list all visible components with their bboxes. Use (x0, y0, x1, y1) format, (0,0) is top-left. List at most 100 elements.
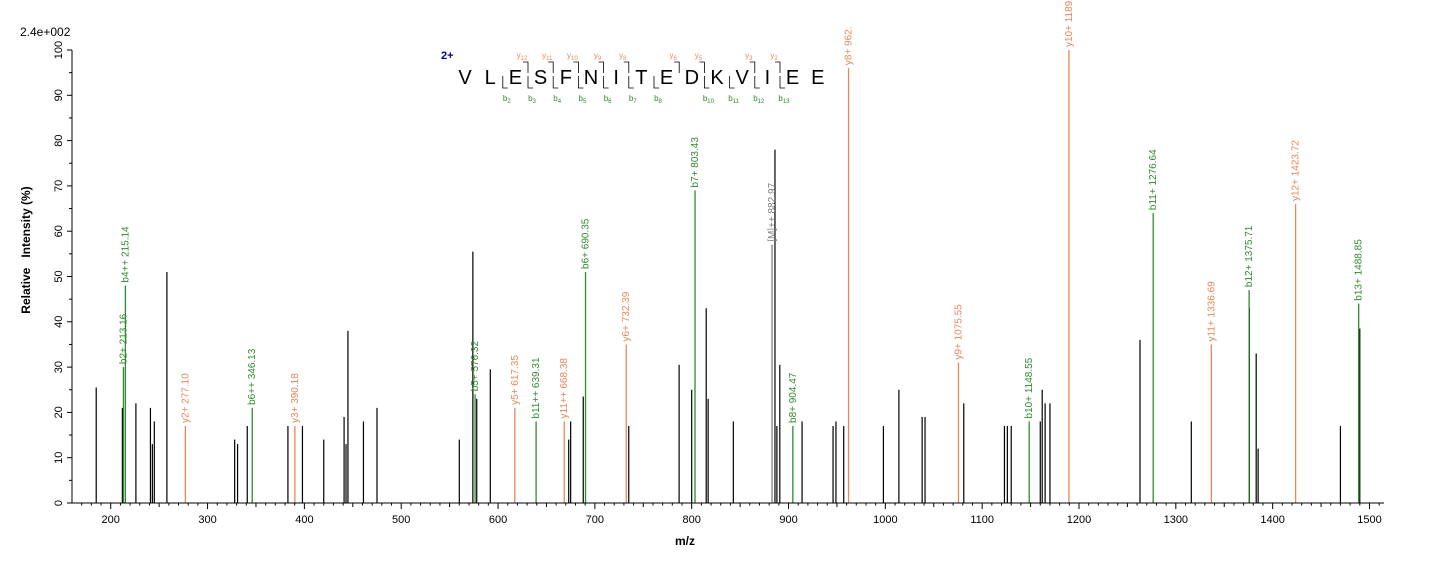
x-tick-label-10: 1200 (1067, 514, 1091, 526)
x-axis-title: m/z (675, 534, 695, 548)
peak-label-7: b11++ 639.31 (531, 357, 542, 418)
y-tick-label-0: 0 (53, 500, 65, 506)
peak-label-5: b5+ 576.32 (470, 341, 481, 392)
residue-9: D (685, 67, 699, 89)
b-ion-bracket-6 (653, 76, 659, 89)
y-ion-label-2: y10 (567, 51, 578, 62)
peak-label-17: y10+ 1189.61 (1064, 0, 1075, 47)
y-ion-label-1: y11 (542, 51, 553, 62)
residue-2: E (509, 67, 522, 89)
axes-layer: 0 10 20 30 40 50 60 70 80 90 100 200 300 400 500 600 700… (53, 41, 1384, 526)
peak-label-4: y3+ 390.18 (290, 373, 301, 423)
residue-1: L (485, 67, 496, 89)
y-ion-bracket-3 (598, 61, 604, 73)
peaks-layer (95, 50, 1361, 503)
residue-12: I (765, 67, 771, 89)
x-tick-label-7: 900 (779, 514, 797, 526)
peak-label-18: b11+ 1276.64 (1148, 149, 1159, 210)
b-ion-label-8: b11 (728, 94, 739, 105)
y-ion-bracket-1 (548, 61, 554, 73)
x-tick-label-1: 300 (198, 514, 216, 526)
charge-state: 2+ (441, 50, 454, 62)
residue-5: N (584, 67, 598, 89)
b-ion-label-7: b10 (703, 94, 715, 105)
y-tick-label-3: 30 (53, 361, 65, 373)
y-ion-bracket-0 (523, 61, 529, 73)
y-ion-bracket-8 (775, 61, 781, 73)
b-ion-label-2: b4 (553, 94, 561, 105)
y-tick-label-9: 90 (53, 89, 65, 101)
y-tick-label-1: 10 (53, 452, 65, 464)
y-ion-label-6: y5 (695, 51, 703, 62)
y-tick-label-6: 60 (53, 225, 65, 237)
x-tick-label-6: 800 (683, 514, 701, 526)
y-tick-label-5: 50 (53, 270, 65, 282)
b-ion-bracket-0 (502, 76, 508, 89)
y-ion-bracket-5 (674, 61, 680, 73)
peak-label-6: y5+ 617.35 (510, 355, 521, 405)
x-tick-label-5: 700 (586, 514, 604, 526)
x-tick-label-12: 1400 (1260, 514, 1284, 526)
peak-label-19: y11+ 1336.69 (1206, 281, 1217, 342)
b-ion-label-5: b7 (629, 94, 637, 105)
peak-labels-layer: b2+ 213.16 b4++ 215.14 y2+ 277.10 b6++ 346.… (118, 0, 1364, 423)
x-tick-label-13: 1500 (1357, 514, 1381, 526)
y-tick-label-10: 100 (53, 41, 65, 59)
b-ion-label-9: b12 (753, 94, 765, 105)
b-ion-label-0: b2 (503, 94, 511, 105)
b-ion-label-6: b8 (654, 94, 662, 105)
residue-7: T (635, 67, 647, 89)
y-tick-label-8: 80 (53, 134, 65, 146)
peak-label-1: b4++ 215.14 (120, 226, 131, 283)
residue-8: E (660, 67, 673, 89)
x-tick-label-11: 1300 (1164, 514, 1188, 526)
peak-label-14: y8+ 962. (844, 26, 855, 65)
peak-label-10: y6+ 732.39 (621, 291, 632, 341)
y-tick-label-4: 40 (53, 316, 65, 328)
residue-3: S (534, 67, 547, 89)
y-tick-label-2: 20 (53, 406, 65, 418)
y-ion-bracket-6 (699, 61, 705, 73)
peak-label-11: b7+ 803.43 (690, 137, 701, 188)
y-tick-label-7: 70 (53, 180, 65, 192)
x-tick-label-9: 1100 (970, 514, 994, 526)
x-tick-label-3: 500 (392, 514, 410, 526)
residue-13: E (786, 67, 799, 89)
residue-11: V (736, 67, 750, 89)
residue-0: V (458, 67, 472, 89)
peak-label-8: y11++ 668.38 (559, 358, 570, 419)
b-ion-label-4: b6 (604, 94, 612, 105)
b-ion-bracket-9 (754, 76, 760, 89)
peak-label-16: b10+ 1148.55 (1024, 357, 1035, 418)
y-ion-bracket-7 (749, 61, 756, 73)
b-ion-label-3: b5 (579, 94, 587, 105)
peak-label-20: b12+ 1375.71 (1244, 225, 1255, 287)
y-ion-label-8: y2 (770, 51, 778, 62)
y-ion-bracket-4 (623, 61, 630, 73)
b-ion-label-1: b3 (528, 94, 536, 105)
x-tick-label-8: 1000 (873, 514, 897, 526)
b-ion-bracket-2 (552, 76, 559, 89)
peak-label-13: b8+ 904.47 (788, 372, 799, 423)
y-ion-label-4: y8 (619, 51, 627, 62)
b-ion-bracket-8 (729, 76, 735, 89)
peak-label-3: b6++ 346.13 (247, 348, 258, 405)
b-ion-bracket-3 (578, 76, 584, 89)
y-ion-label-0: y12 (517, 51, 528, 62)
peak-label-21: y12+ 1423.72 (1291, 140, 1302, 201)
b-ion-bracket-4 (603, 76, 609, 89)
peak-label-22: b13+ 1488.85 (1354, 239, 1365, 301)
x-tick-label-0: 200 (102, 514, 120, 526)
peak-label-9: b6+ 690.35 (581, 218, 592, 269)
residue-10: K (710, 67, 724, 89)
y-ion-label-3: y9 (594, 51, 602, 62)
peak-label-15: y9+ 1075.55 (953, 304, 964, 360)
residue-6: I (613, 67, 619, 89)
y-ion-label-5: y6 (670, 51, 678, 62)
y-axis-title: Relative Intensity (%) (19, 186, 33, 313)
y-ion-label-7: y3 (745, 51, 753, 62)
b-ion-bracket-10 (779, 76, 785, 89)
b-ion-bracket-1 (527, 76, 533, 89)
